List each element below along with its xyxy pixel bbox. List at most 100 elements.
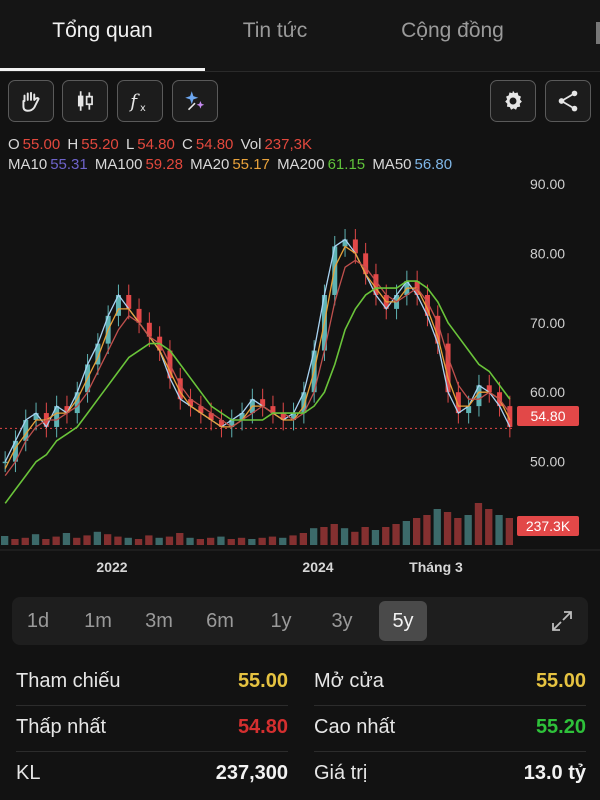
volume-bar [104,534,112,545]
stat-label: Tham chiếu [16,670,121,692]
x-tick-label: 2022 [96,559,127,575]
volume-bar [279,537,287,545]
period-1y[interactable]: 1y [270,610,292,632]
volume-bar [196,539,204,545]
ma20-value: 55.17 [232,156,270,173]
period-1m[interactable]: 1m [84,610,112,632]
stat-value: 237,300 [215,762,288,784]
top-tab-bar: Tổng quan Tin tức Cộng đồng [0,0,600,72]
indicators-button[interactable]: f x [117,80,163,122]
stat-value: 54.80 [237,716,288,738]
ma10-value: 55.31 [50,156,88,173]
stat-label: Mở cửa [314,670,384,692]
close-value: 54.80 [195,136,234,153]
stat-label: KL [16,762,41,784]
tab-tong-quan[interactable]: Tổng quan [52,19,153,42]
tab-cong-dong[interactable]: Cộng đồng [401,19,504,42]
volume-bar [114,536,122,545]
gear-icon [505,90,522,110]
candlestick-icon [77,91,93,111]
volume-label: Vol [240,136,262,153]
volume-bar [21,537,29,545]
stat-thap-nhat: Thấp nhất 54.80 [16,706,288,752]
y-tick-label: 70.00 [530,315,565,331]
volume-bar [402,521,410,545]
volume-bar [186,537,194,545]
period-1d[interactable]: 1d [26,610,50,632]
candle-body [23,420,29,441]
candle-body [363,253,369,275]
candle-body [466,406,472,414]
function-icon: f x [128,92,146,114]
candle-body [291,413,297,420]
volume-bar [485,509,493,545]
ma-line-1 [4,245,511,469]
candle-body [12,440,18,462]
candle-body [136,308,142,323]
last-price-tag: 54.80 [517,406,579,426]
volume-bar [505,518,513,545]
ma100-value: 59.28 [145,156,183,173]
volume-bar [340,528,349,545]
ai-drawing-button[interactable] [172,80,218,122]
volume-bar [351,531,359,545]
row-divider [16,751,288,752]
volume-bar [413,518,421,545]
candle-body [435,315,441,344]
ma10-label: MA10 [8,156,48,173]
volume-bar [310,528,318,545]
tab-tin-tuc[interactable]: Tin tức [242,19,308,42]
stat-mo-cua: Mở cửa 55.00 [314,660,586,706]
low-value: 54.80 [137,136,175,153]
period-5y[interactable]: 5y [379,601,427,641]
ma50-label: MA50 [372,156,412,173]
price-chart-svg: 90.0080.0070.0060.0050.0040.0020222024Th… [0,176,600,575]
period-6m[interactable]: 6m [206,610,234,632]
volume-bar [248,539,256,545]
y-tick-label: 90.00 [530,176,565,192]
candle-body [260,399,266,407]
stat-gia-tri: Giá trị 13.0 tỷ [314,752,586,798]
candle-body [229,420,235,427]
volume-bar [73,537,81,545]
candle-body [342,239,348,247]
candle-body [455,392,461,414]
ma50-value: 56.80 [414,156,453,173]
volume-bar [454,518,462,545]
volume-bar [330,524,338,545]
volume-bar [289,535,297,545]
ma-readout: MA10 55.31 MA100 59.28 MA20 55.17 MA200 61.1… [8,156,455,173]
period-3y[interactable]: 3y [331,610,353,632]
volume-bar [392,524,400,545]
volume-bar [258,537,266,545]
volume-bar [124,537,132,545]
chart-type-button[interactable] [62,80,108,122]
volume-value: 237,3K [264,136,312,153]
stat-value: 55.20 [535,716,586,738]
settings-button[interactable] [490,80,536,122]
volume-bar [495,515,503,545]
candle-body [33,413,39,420]
y-tick-label: 80.00 [530,245,565,261]
expand-icon[interactable] [550,609,574,633]
hand-tool-button[interactable] [8,80,54,122]
volume-bar [145,535,153,545]
ma-line-2 [4,259,511,476]
price-chart[interactable]: 90.0080.0070.0060.0050.0040.0020222024Th… [0,130,600,592]
stat-cao-nhat: Cao nhất 55.20 [314,706,586,752]
stat-kl: KL 237,300 [16,752,288,798]
share-icon [558,90,578,112]
ma200-label: MA200 [277,156,325,173]
chart-toolbar: f x [0,80,600,126]
volume-bar [217,536,225,545]
volume-bar [93,531,101,545]
ma-line-3 [4,280,511,504]
ma20-label: MA20 [190,156,230,173]
candle-body [198,406,204,414]
active-tab-indicator [0,68,205,71]
candle-body [352,239,358,254]
volume-bar [443,512,452,545]
share-button[interactable] [545,80,591,122]
ohlc-readout: O 55.00 H 55.20 L 54.80 C 54.80 Vol 237,3K [8,136,315,153]
period-3m[interactable]: 3m [145,610,173,632]
